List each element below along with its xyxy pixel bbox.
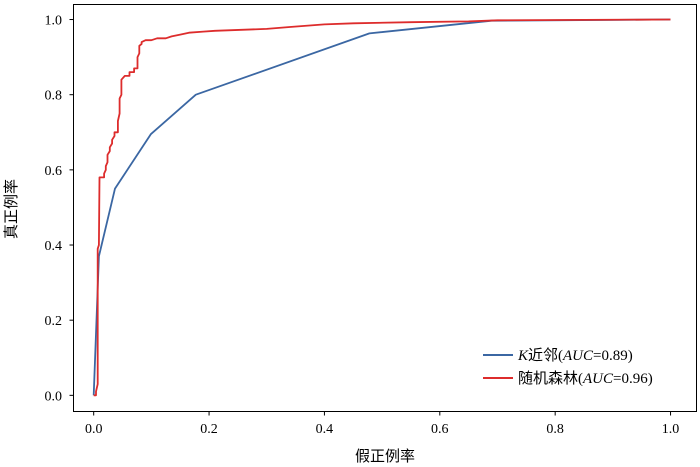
- y-tick-label: 0.2: [45, 314, 63, 329]
- legend-item-k-nearest-neighbors: K近邻(AUC=0.89): [483, 347, 633, 364]
- x-tick-label: 0.0: [85, 422, 103, 437]
- random-forest-line: [93, 18, 671, 397]
- x-axis-title: 假正例率: [355, 448, 415, 465]
- legend: K近邻(AUC=0.89) 随机森林(AUC=0.96): [483, 347, 653, 387]
- y-tick-label: 0.4: [45, 239, 63, 254]
- legend-item-random-forest: 随机森林(AUC=0.96): [483, 370, 653, 387]
- k-nearest-neighbors-line: [92, 18, 671, 396]
- legend-label-part: 近邻(: [528, 347, 563, 364]
- legend-label-k-nearest-neighbors: K近邻(AUC=0.89): [517, 347, 633, 364]
- y-tick-label: 1.0: [45, 14, 63, 29]
- y-tick-label: 0.8: [45, 89, 63, 104]
- legend-label-random-forest: 随机森林(AUC=0.96): [518, 370, 653, 387]
- legend-label-part: AUC: [562, 348, 594, 364]
- legend-label-part: 随机森林(: [518, 370, 583, 387]
- legend-label-part: =0.96): [613, 371, 653, 387]
- legend-label-part: =0.89): [593, 348, 633, 364]
- y-tick-label: 0.6: [45, 164, 63, 179]
- x-axis-ticks: 0.0 0.2 0.4 0.6 0.8 1.0: [85, 411, 680, 437]
- series-layer: [92, 18, 671, 397]
- x-tick-label: 1.0: [662, 422, 680, 437]
- plot-frame: [73, 4, 697, 412]
- x-tick-label: 0.6: [431, 422, 449, 437]
- y-axis-title: 真正例率: [2, 179, 20, 239]
- x-tick-label: 0.2: [200, 422, 218, 437]
- x-tick-label: 0.8: [546, 422, 564, 437]
- x-tick-label: 0.4: [316, 422, 334, 437]
- legend-label-part: AUC: [582, 371, 614, 387]
- y-tick-label: 0.0: [45, 389, 63, 404]
- legend-label-part: K: [517, 348, 529, 364]
- y-axis-ticks: 0.0 0.2 0.4 0.6 0.8 1.0: [45, 14, 74, 404]
